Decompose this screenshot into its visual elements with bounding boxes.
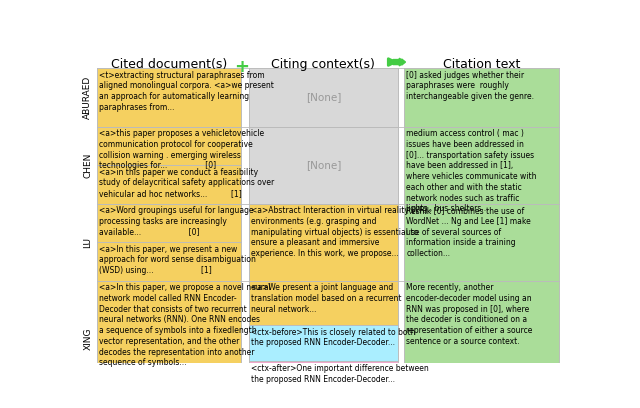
Bar [97,165,241,204]
Bar [404,127,559,204]
Text: CHEN: CHEN [83,153,92,178]
Text: Cited document(s): Cited document(s) [111,58,227,71]
FancyArrow shape [393,61,403,66]
Text: Citation text: Citation text [443,58,520,71]
Bar [249,68,397,127]
Bar [404,204,559,281]
Bar [404,281,559,398]
Text: <ctx-before>This is closely related to both
the proposed RNN Encoder-Decoder...: <ctx-before>This is closely related to b… [252,328,416,347]
Text: ABURAED: ABURAED [83,76,92,119]
Text: <a>in this paper we conduct a feasibility
study of delaycritical safety applicat: <a>in this paper we conduct a feasibilit… [99,168,275,198]
Text: <a>Abstract Interaction in virtual reality (VR)
environments (e.g. grasping and
: <a>Abstract Interaction in virtual reali… [252,206,428,258]
Text: Citing context(s): Citing context(s) [271,58,375,71]
Text: [None]: [None] [306,160,341,170]
Bar [249,361,397,398]
Text: <ctx-after>One important difference between
the proposed RNN Encoder-Decoder...: <ctx-after>One important difference betw… [252,364,429,384]
Text: <a>In this paper, we propose a novel neural
network model called RNN Encoder-
De: <a>In this paper, we propose a novel neu… [99,283,271,367]
Bar [97,281,241,398]
Bar [97,242,241,281]
Bar [249,281,397,325]
Text: <t>extracting structural paraphrases from
aligned monolingual corpora. <a>we pre: <t>extracting structural paraphrases fro… [99,71,275,112]
Text: XING: XING [83,328,92,350]
Text: Resnik [0] combines the use of
WordNet ... Ng and Lee [1] make
use of several so: Resnik [0] combines the use of WordNet .… [406,206,531,258]
Text: [0] asked judges whether their
paraphrases were  roughly
interchangeable given t: [0] asked judges whether their paraphras… [406,71,534,101]
FancyArrow shape [392,59,406,65]
Text: <a>In this paper, we present a new
approach for word sense disambiguation
(WSD) : <a>In this paper, we present a new appro… [99,244,256,275]
Bar [97,127,241,165]
Bar [249,204,397,281]
Text: <a>this paper proposes a vehicletovehicle
communication protocol for cooperative: <a>this paper proposes a vehicletovehicl… [99,129,264,170]
Text: More recently, another
encoder-decoder model using an
RNN was proposed in [0], w: More recently, another encoder-decoder m… [406,283,532,346]
Bar [404,68,559,127]
Text: <a>We present a joint language and
translation model based on a recurrent
neural: <a>We present a joint language and trans… [252,283,402,313]
Text: medium access control ( mac )
issues have been addressed in
[0]... transportatio: medium access control ( mac ) issues hav… [406,129,537,213]
Bar [97,204,241,242]
FancyArrow shape [393,58,403,63]
Bar [249,127,397,204]
Bar [97,68,241,127]
Text: LU: LU [83,237,92,248]
Text: [None]: [None] [306,93,341,102]
Text: +: + [234,58,249,76]
Bar [249,325,397,361]
Text: <a>Word groupings useful for language
processing tasks are increasingly
availabl: <a>Word groupings useful for language pr… [99,206,254,237]
